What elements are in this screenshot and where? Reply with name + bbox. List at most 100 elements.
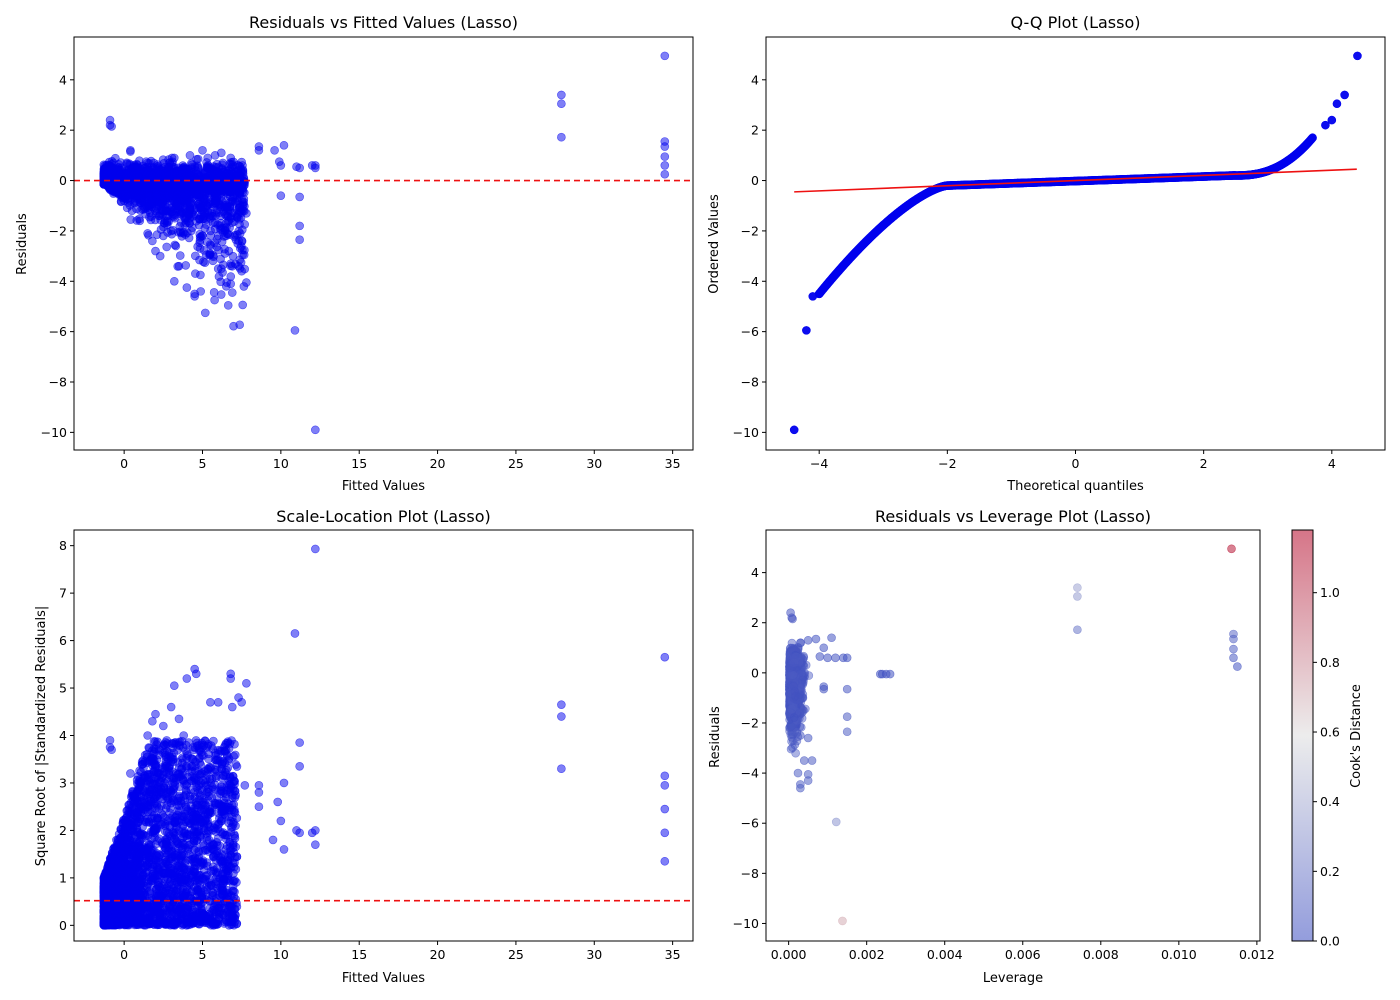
data-point <box>276 161 286 170</box>
data-point <box>295 221 304 231</box>
data-point <box>178 186 187 196</box>
data-point <box>223 189 233 199</box>
data-point <box>660 51 670 61</box>
data-point <box>209 178 218 187</box>
data-point <box>242 208 251 218</box>
data-point <box>147 212 156 221</box>
data-point <box>206 214 215 223</box>
data-point <box>311 163 320 173</box>
data-point <box>126 147 135 156</box>
residuals-vs-fitted-axes-frame <box>73 36 694 451</box>
data-point <box>152 162 162 171</box>
qq-plot-title: Q-Q Plot (Lasso) <box>1011 13 1141 32</box>
data-point <box>182 283 192 292</box>
data-point <box>660 142 670 151</box>
scale-location-panel: Scale-Location Plot (Lasso) 0 5 10 15 20 25 30… <box>34 507 694 986</box>
y-tick-label: −10 <box>41 425 67 440</box>
data-point <box>226 279 236 289</box>
data-point <box>290 326 300 335</box>
data-point <box>179 175 188 184</box>
data-point <box>143 158 152 168</box>
data-point <box>185 202 195 212</box>
data-point <box>242 278 251 287</box>
data-point <box>239 194 249 204</box>
data-point <box>196 270 205 280</box>
x-tick-label: 20 <box>430 456 446 471</box>
data-point <box>217 264 226 273</box>
quantile-point <box>789 425 799 435</box>
x-tick-label: 4 <box>1328 456 1336 471</box>
y-tick-label: 4 <box>751 72 759 87</box>
x-tick-label: 35 <box>665 456 681 471</box>
y-tick-label: −6 <box>49 324 67 339</box>
data-point <box>200 184 210 193</box>
data-point <box>189 209 198 219</box>
y-tick-label: 4 <box>59 72 67 87</box>
qq-plot-ylabel: Ordered Values <box>707 194 722 294</box>
data-point <box>210 224 220 234</box>
data-point <box>209 288 219 297</box>
data-point <box>155 251 165 261</box>
data-point <box>129 186 139 196</box>
data-point <box>235 320 245 330</box>
data-point <box>660 152 670 161</box>
data-point <box>205 249 214 258</box>
data-point <box>179 227 188 237</box>
residuals-vs-fitted-panel: Residuals vs Fitted Values (Lasso) 0 5 10 1… <box>15 13 694 494</box>
data-point <box>179 163 189 173</box>
data-point <box>169 276 179 286</box>
qq-plot-axes-frame <box>765 36 1386 451</box>
data-point <box>238 166 248 176</box>
data-point <box>215 208 224 217</box>
y-tick-label: −6 <box>741 324 759 339</box>
data-point <box>557 132 566 142</box>
data-point <box>210 295 219 305</box>
y-tick-label: −4 <box>49 274 67 289</box>
data-point <box>200 258 210 268</box>
scale-location-title: Scale-Location Plot (Lasso) <box>276 507 490 526</box>
quantile-point <box>814 289 824 299</box>
data-point <box>191 251 200 261</box>
data-point <box>193 154 203 164</box>
y-tick-label: −2 <box>741 223 759 238</box>
x-tick-label: 25 <box>508 456 524 471</box>
data-point <box>225 179 235 188</box>
data-point <box>198 231 207 241</box>
data-point <box>212 168 222 177</box>
data-point <box>279 140 289 150</box>
data-point <box>226 259 236 268</box>
y-tick-label: 2 <box>59 123 67 138</box>
data-point <box>216 290 226 299</box>
y-tick-label: −8 <box>741 375 759 390</box>
data-point <box>230 230 240 240</box>
data-point <box>107 122 116 131</box>
data-point <box>197 210 207 219</box>
data-point <box>311 425 320 435</box>
data-point <box>205 240 215 249</box>
data-point <box>217 237 227 247</box>
y-tick-label: −2 <box>49 223 67 238</box>
data-point <box>148 236 157 246</box>
quantile-point <box>1340 90 1349 100</box>
data-point <box>557 90 566 100</box>
data-point <box>143 229 152 238</box>
data-point <box>270 146 279 155</box>
data-point <box>226 272 236 281</box>
data-point <box>220 166 230 175</box>
data-point <box>276 191 286 200</box>
data-point <box>119 196 129 205</box>
data-point <box>120 167 130 176</box>
x-tick-label: 5 <box>199 456 207 471</box>
data-point <box>185 151 195 160</box>
data-point <box>162 242 172 252</box>
data-point <box>146 195 156 205</box>
x-tick-label: 0 <box>1072 456 1080 471</box>
data-point <box>295 192 304 202</box>
data-point <box>169 181 178 191</box>
data-point <box>141 184 151 194</box>
data-point <box>295 235 304 245</box>
data-point <box>220 249 230 258</box>
data-point <box>218 228 228 237</box>
data-point <box>160 200 170 210</box>
